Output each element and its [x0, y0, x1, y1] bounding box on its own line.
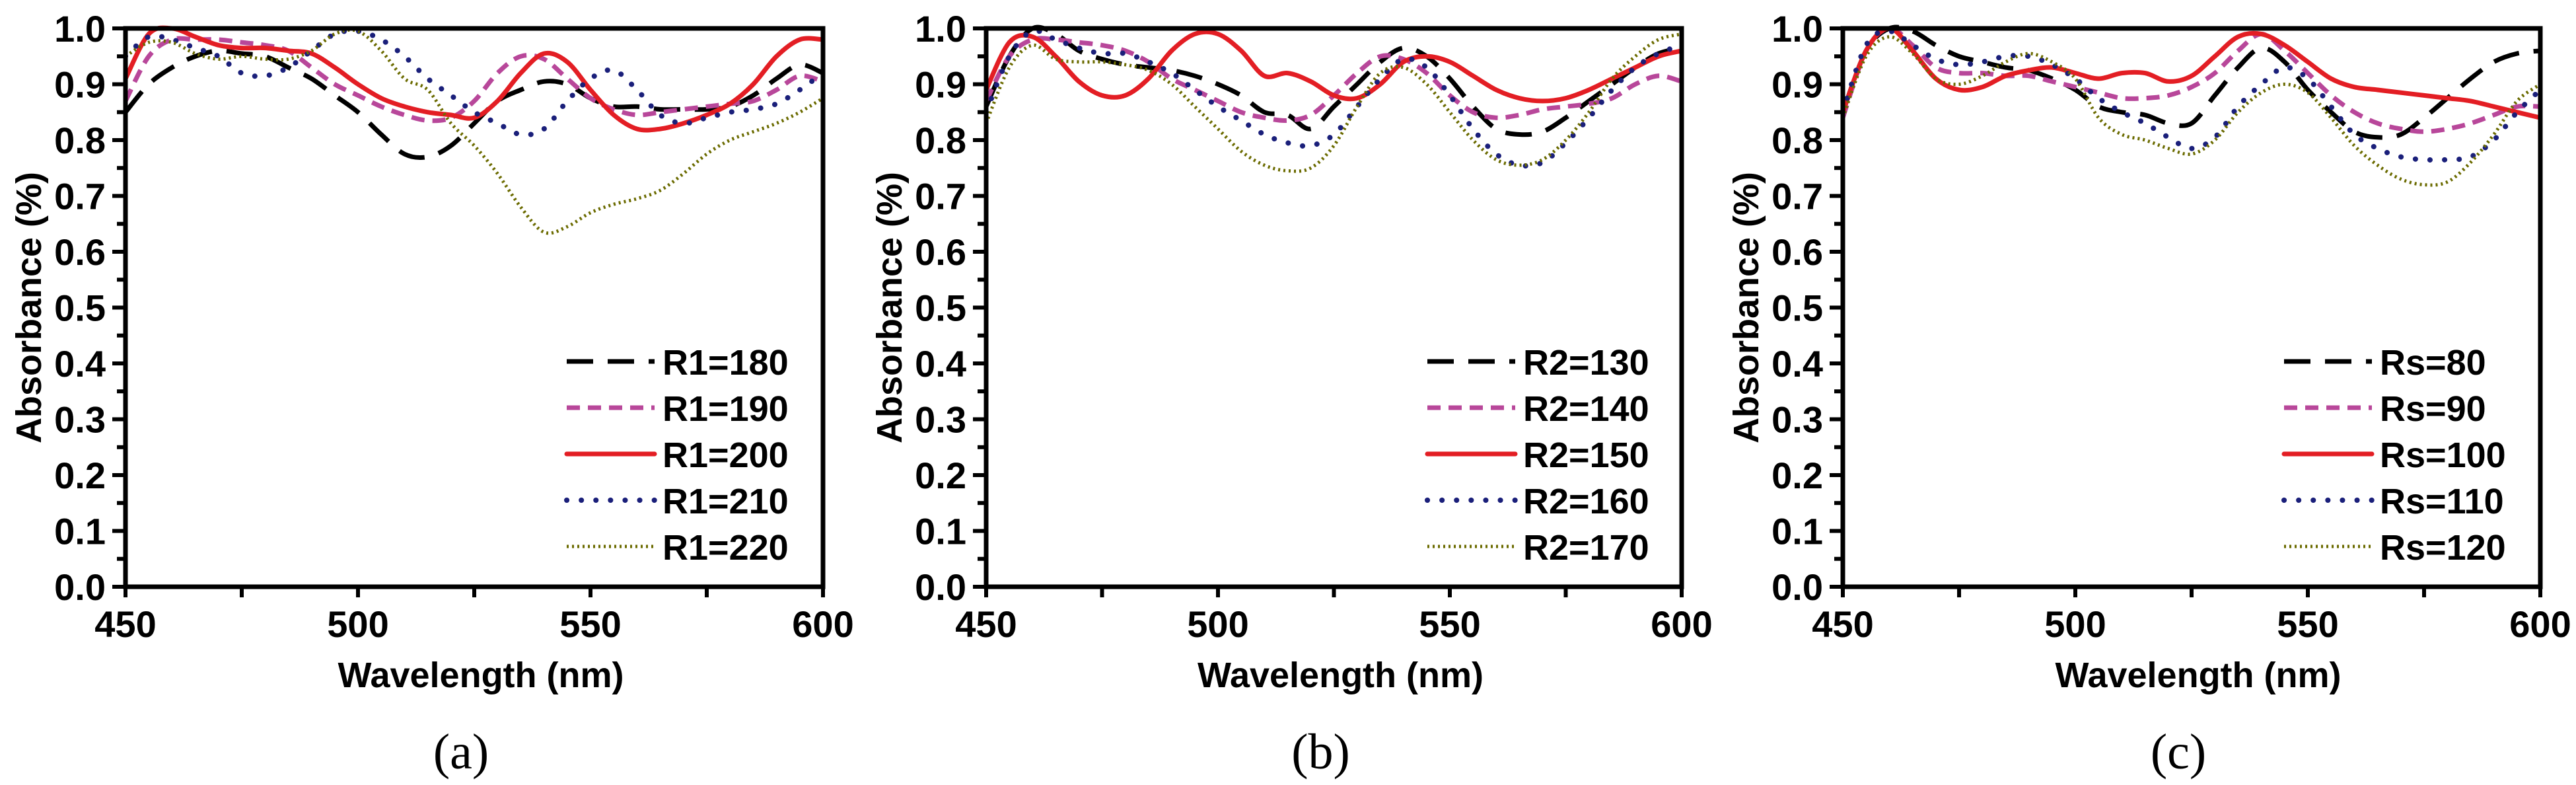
legend-label: R1=200	[662, 435, 789, 475]
legend: R2=130 R2=140 R2=150 R2=160 R2=170	[1425, 343, 1649, 568]
y-tick-label: 0.6	[1771, 231, 1823, 273]
x-tick-label: 600	[2509, 603, 2571, 645]
series-group	[1843, 24, 2540, 187]
series-line-r2-170	[986, 32, 1682, 173]
y-tick-label: 0.4	[54, 343, 106, 385]
series-line-rs-80	[1843, 24, 2540, 140]
y-tick-label: 0.7	[915, 176, 966, 217]
series-line-rs-100	[1843, 26, 2540, 120]
series-line-rs-110	[1843, 28, 2540, 163]
y-tick-label: 0.0	[1771, 566, 1823, 608]
x-tick-label: 500	[2044, 603, 2106, 645]
y-tick-label: 0.8	[1771, 120, 1823, 161]
x-tick-label: 600	[792, 603, 853, 645]
legend-label: R1=210	[662, 482, 789, 521]
series-group	[125, 25, 823, 235]
x-axis-label: Wavelength (nm)	[338, 655, 624, 695]
series-line-r2-150	[986, 29, 1682, 104]
y-tick-label: 0.5	[54, 287, 106, 329]
series-line-r2-130	[986, 24, 1682, 137]
chart-panel-b: 0.0 0.1 0.2 0.3 0.4 0.5 0.6 0.7 0.8 0.9 1.0 450 500 5…	[870, 8, 1713, 780]
legend-label: R1=180	[662, 343, 789, 383]
chart-panel-c: 0.0 0.1 0.2 0.3 0.4 0.5 0.6 0.7 0.8 0.9 1.0 450 500 5…	[1727, 8, 2571, 780]
y-tick-label: 0.5	[915, 287, 966, 329]
y-tick-label: 0.2	[54, 455, 106, 496]
y-tick-label: 0.2	[1771, 455, 1823, 496]
legend-label: Rs=90	[2380, 389, 2486, 429]
x-tick-label: 600	[1651, 603, 1712, 645]
series-line-r1-200	[125, 25, 823, 133]
y-tick-label: 0.4	[1771, 343, 1823, 385]
y-tick-label: 0.7	[54, 176, 106, 217]
y-axis-label: Absorbance (%)	[9, 172, 49, 443]
x-tick-label: 450	[94, 603, 156, 645]
y-axis-label: Absorbance (%)	[1727, 172, 1766, 443]
y-tick-label: 0.8	[915, 120, 966, 161]
legend-label: R1=190	[662, 389, 789, 429]
x-tick-label: 550	[559, 603, 621, 645]
y-tick-label: 0.6	[915, 231, 966, 273]
series-line-r1-210	[125, 28, 823, 138]
y-tick-label: 0.9	[54, 64, 106, 106]
legend-label: Rs=120	[2380, 528, 2506, 568]
y-tick-label: 1.0	[54, 8, 106, 50]
legend: R1=180 R1=190 R1=200 R1=210 R1=220	[564, 343, 789, 568]
legend-label: R2=150	[1523, 435, 1649, 475]
y-tick-label: 0.1	[54, 511, 106, 552]
y-tick-label: 0.3	[54, 399, 106, 441]
legend-label: Rs=110	[2380, 482, 2504, 521]
x-tick-label: 450	[955, 603, 1017, 645]
panel-caption: (c)	[2151, 724, 2206, 780]
legend-label: R2=160	[1523, 482, 1649, 521]
y-tick-label: 1.0	[915, 8, 966, 50]
x-tick-label: 450	[1812, 603, 1873, 645]
x-tick-label: 500	[1187, 603, 1248, 645]
series-group	[986, 24, 1682, 173]
series-line-r1-220	[125, 28, 823, 235]
legend-label: R2=130	[1523, 343, 1649, 383]
y-tick-label: 0.6	[54, 231, 106, 273]
y-tick-label: 0.1	[915, 511, 966, 552]
panel-caption: (b)	[1291, 724, 1350, 780]
series-line-rs-90	[1843, 26, 2540, 134]
y-tick-label: 0.5	[1771, 287, 1823, 329]
legend: Rs=80 Rs=90 Rs=100 Rs=110 Rs=120	[2281, 343, 2506, 568]
y-tick-label: 0.1	[1771, 511, 1823, 552]
panel-caption: (a)	[433, 724, 489, 780]
legend-label: R2=140	[1523, 389, 1649, 429]
x-axis-label: Wavelength (nm)	[2055, 655, 2341, 695]
y-tick-label: 1.0	[1771, 8, 1823, 50]
x-tick-label: 550	[1419, 603, 1480, 645]
y-tick-label: 0.9	[1771, 64, 1823, 106]
chart-panel-a: 0.0 0.1 0.2 0.3 0.4 0.5 0.6 0.7 0.8 0.9 1.0 450 500 5…	[9, 8, 854, 780]
y-tick-label: 0.7	[1771, 176, 1823, 217]
legend-label: Rs=80	[2380, 343, 2486, 383]
series-line-r1-180	[125, 48, 823, 160]
y-tick-label: 0.4	[915, 343, 966, 385]
legend-label: Rs=100	[2380, 435, 2506, 475]
x-tick-label: 500	[327, 603, 388, 645]
y-tick-label: 0.2	[915, 455, 966, 496]
y-tick-label: 0.0	[915, 566, 966, 608]
legend-label: R2=170	[1523, 528, 1649, 568]
x-tick-label: 550	[2277, 603, 2338, 645]
y-tick-label: 0.8	[54, 120, 106, 161]
x-axis-label: Wavelength (nm)	[1198, 655, 1484, 695]
legend-label: R1=220	[662, 528, 789, 568]
y-tick-label: 0.3	[1771, 399, 1823, 441]
y-tick-label: 0.9	[915, 64, 966, 106]
y-axis-label: Absorbance (%)	[870, 172, 910, 443]
y-tick-label: 0.3	[915, 399, 966, 441]
y-tick-label: 0.0	[54, 566, 106, 608]
series-line-r1-190	[125, 36, 823, 124]
